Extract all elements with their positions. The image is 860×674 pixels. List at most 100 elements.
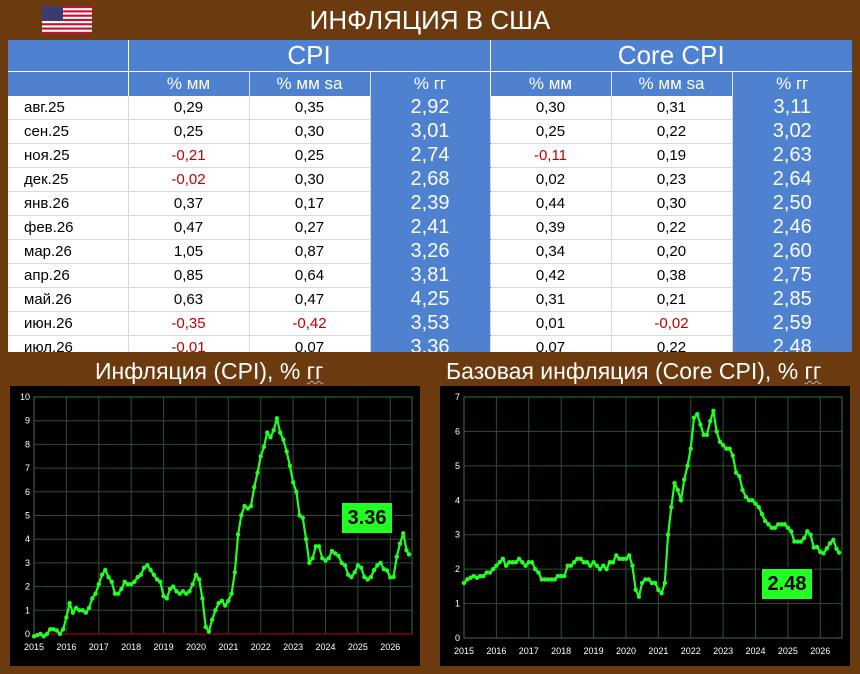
data-point (688, 446, 693, 451)
data-point (190, 582, 195, 587)
data-point (154, 577, 160, 582)
data-point (795, 539, 800, 544)
data-point (397, 541, 403, 546)
data-point (255, 470, 260, 476)
data-point (746, 498, 752, 503)
data-point (465, 577, 470, 582)
column-header-core-yy: % гг (731, 71, 852, 96)
data-point (630, 563, 635, 568)
data-point (391, 574, 396, 580)
x-tick-label: 2025 (778, 646, 798, 656)
y-tick-label: 3 (25, 558, 30, 568)
data-point (526, 560, 531, 565)
data-point (656, 587, 661, 592)
data-point (617, 556, 622, 562)
data-point (520, 560, 525, 565)
cell-cpi-yy: 3,36 (369, 335, 490, 352)
data-point (481, 573, 486, 579)
data-point (662, 580, 668, 586)
data-point (513, 560, 519, 565)
data-point (539, 577, 544, 582)
data-point (730, 453, 736, 458)
data-point (614, 553, 619, 558)
data-point (401, 531, 406, 536)
cell-core-mm: 0,30 (489, 95, 611, 120)
cell-core-yy: 3,02 (731, 119, 852, 144)
data-point (128, 582, 134, 587)
data-point (766, 522, 771, 527)
data-point (404, 548, 409, 553)
data-point (245, 506, 250, 511)
data-point (333, 551, 338, 556)
cell-core-mm-sa: 0,38 (610, 263, 732, 288)
data-point (711, 408, 716, 413)
data-point (814, 544, 820, 550)
cell-cpi-yy: 3,01 (369, 119, 490, 144)
data-point (669, 504, 674, 510)
data-point (352, 570, 357, 575)
core-cpi-chart-svg: 0 1 2 3 4 5 6 7 2015 2016 2017 2018 2019 2020 2021 2022… (454, 392, 843, 656)
data-point (756, 504, 761, 510)
data-point (362, 574, 367, 580)
x-tick-label: 2023 (283, 642, 303, 652)
x-tick-label: 2016 (486, 646, 506, 656)
cell-core-mm: 0,07 (489, 335, 611, 352)
data-point (174, 589, 179, 594)
data-point (54, 628, 59, 633)
data-point (584, 560, 590, 565)
row-month: май.26 (8, 287, 128, 312)
x-tick-label: 2024 (746, 646, 766, 656)
x-tick-label: 2026 (810, 646, 830, 656)
data-point (798, 539, 804, 544)
data-point (500, 556, 506, 562)
data-point (219, 598, 225, 604)
x-tick-label: 2016 (56, 642, 76, 652)
title-bar: ИНФЛЯЦИЯ В США (0, 0, 860, 40)
data-point (836, 550, 842, 555)
data-point (633, 587, 638, 592)
data-point (388, 575, 393, 580)
data-point (229, 591, 234, 596)
table-row: июл.26 -0,01 0,07 3,36 0,07 0,22 2,48 (8, 335, 852, 352)
data-point (375, 563, 380, 568)
cell-core-mm: 0,25 (489, 119, 611, 144)
data-point (151, 572, 157, 577)
data-point (834, 546, 839, 552)
cell-core-yy: 2,60 (731, 239, 852, 264)
data-point (678, 498, 684, 503)
y-tick-label: 0 (25, 629, 30, 639)
data-point (626, 553, 632, 558)
data-point (196, 577, 202, 582)
data-point (601, 563, 606, 568)
data-point (336, 553, 341, 558)
data-point (209, 617, 215, 622)
data-point (740, 487, 745, 493)
cell-core-mm-sa: 0,31 (610, 95, 732, 120)
data-point (562, 573, 567, 579)
cell-cpi-mm: -0,01 (127, 335, 249, 352)
data-point (471, 573, 476, 579)
cpi-latest-value-callout: 3.36 (340, 501, 394, 535)
data-point (824, 546, 829, 551)
cell-cpi-mm: 1,05 (127, 239, 249, 264)
data-point (326, 555, 331, 561)
cell-core-yy: 2,50 (731, 191, 852, 216)
cell-cpi-yy: 2,41 (369, 215, 490, 240)
cell-core-yy: 2,64 (731, 167, 852, 192)
data-point (200, 596, 205, 601)
row-month: дек.25 (8, 167, 128, 192)
data-point (546, 577, 551, 582)
data-point (41, 634, 46, 639)
data-point (158, 579, 163, 585)
core-cpi-chart-title-unit: гг (804, 358, 822, 384)
cell-cpi-mm-sa: 0,30 (248, 167, 370, 192)
x-tick-label: 2018 (121, 642, 141, 652)
data-point (792, 539, 797, 544)
data-point (558, 573, 564, 579)
data-point (47, 627, 53, 632)
data-point (604, 566, 609, 572)
cell-core-mm-sa: 0,23 (610, 167, 732, 192)
cell-core-yy: 2,63 (731, 143, 852, 168)
data-point (610, 560, 616, 565)
data-point (268, 435, 273, 440)
